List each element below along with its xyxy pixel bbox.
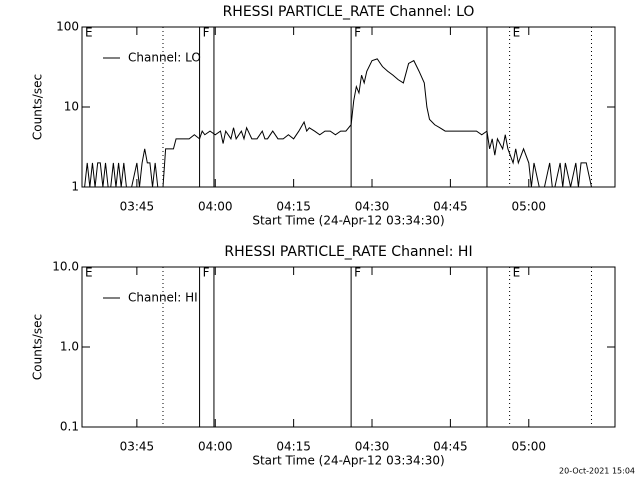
flag-label: F bbox=[203, 26, 210, 40]
chart-title: RHESSI PARTICLE_RATE Channel: HI bbox=[224, 244, 472, 260]
y-axis-label: Counts/sec bbox=[31, 74, 45, 140]
x-tick-label: 04:30 bbox=[355, 440, 390, 454]
x-tick-label: 03:45 bbox=[120, 200, 155, 214]
flag-label: F bbox=[354, 266, 361, 280]
y-tick-label: 1.0 bbox=[60, 340, 79, 354]
y-tick-label: 1 bbox=[71, 180, 79, 194]
x-tick-label: 04:45 bbox=[433, 200, 468, 214]
flag-label: F bbox=[354, 26, 361, 40]
flag-label: F bbox=[203, 266, 210, 280]
x-tick-label: 04:45 bbox=[433, 440, 468, 454]
y-axis-label: Counts/sec bbox=[31, 314, 45, 380]
legend-label: Channel: LO bbox=[128, 51, 201, 65]
chart-title: RHESSI PARTICLE_RATE Channel: LO bbox=[223, 4, 475, 20]
flag-label: E bbox=[85, 266, 93, 280]
x-tick-label: 03:45 bbox=[120, 440, 155, 454]
x-tick-label: 05:00 bbox=[511, 440, 546, 454]
x-tick-label: 05:00 bbox=[511, 200, 546, 214]
plot-frame bbox=[81, 266, 616, 428]
legend-label: Channel: HI bbox=[128, 291, 198, 305]
x-axis-label: Start Time (24-Apr-12 03:34:30) bbox=[252, 454, 444, 468]
x-tick-label: 04:30 bbox=[355, 200, 390, 214]
data-line bbox=[84, 58, 592, 187]
y-tick-label: 10.0 bbox=[52, 260, 79, 274]
x-tick-label: 04:15 bbox=[276, 200, 311, 214]
flag-label: E bbox=[513, 26, 521, 40]
y-tick-label: 10 bbox=[64, 100, 79, 114]
x-tick-label: 04:15 bbox=[276, 440, 311, 454]
x-tick-label: 04:00 bbox=[198, 200, 233, 214]
x-tick-label: 04:00 bbox=[198, 440, 233, 454]
plot-frame bbox=[81, 26, 616, 188]
flag-label: E bbox=[85, 26, 93, 40]
y-tick-label: 0.1 bbox=[60, 420, 79, 434]
flag-label: E bbox=[513, 266, 521, 280]
x-axis-label: Start Time (24-Apr-12 03:34:30) bbox=[252, 214, 444, 228]
y-tick-label: 100 bbox=[56, 20, 79, 34]
footer: 20-Oct-2021 15:04 bbox=[559, 467, 635, 476]
